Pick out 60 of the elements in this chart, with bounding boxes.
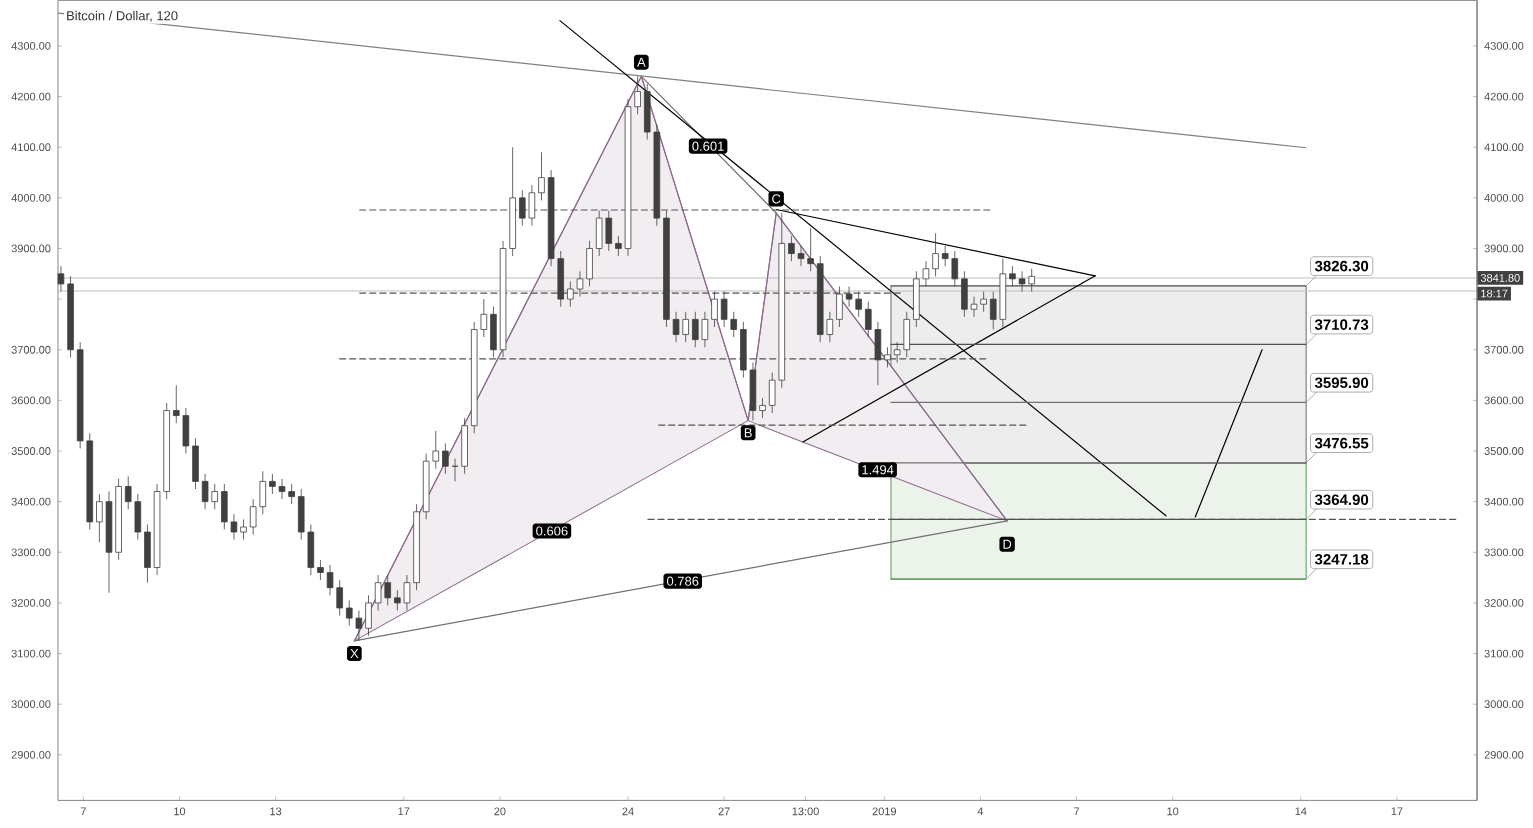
x-tick-label: 7	[1074, 807, 1080, 815]
y2-tick-label: 3700.00	[1484, 345, 1524, 354]
x-tick-label: 17	[1391, 807, 1403, 815]
x-tick-label: 13:00	[792, 807, 819, 816]
text: 18:17	[1481, 289, 1508, 298]
y2-tick-label: 3100.00	[1484, 649, 1524, 658]
x-tick-label: 24	[622, 807, 634, 815]
data-label: 3595.90	[1314, 377, 1369, 388]
annotation: B	[744, 428, 752, 438]
ref-line-label: 3841.80	[1480, 273, 1520, 282]
y-tick-label: 3000.00	[11, 700, 51, 708]
y2-tick-label: 3600.00	[1484, 396, 1524, 405]
y-tick-label: 3400.00	[11, 497, 51, 506]
annotation: 0.786	[666, 576, 699, 586]
x-tick-label: 17	[398, 807, 410, 815]
y-tick-label: 3300.00	[11, 548, 51, 556]
y-tick-label: 4200.00	[11, 92, 51, 101]
x-tick-label: 2019	[872, 807, 897, 816]
y2-tick-label: 3200.00	[1484, 598, 1524, 607]
y2-tick-label: 4100.00	[1484, 143, 1524, 151]
x-tick-label: 20	[494, 807, 506, 816]
y2-tick-label: 3400.00	[1484, 497, 1524, 506]
y-tick-label: 4000.00	[11, 193, 51, 202]
y-tick-label: 3900.00	[11, 244, 51, 253]
y-tick-label: 3200.00	[11, 598, 51, 607]
annotation: C	[772, 194, 781, 204]
annotation: 0.606	[536, 526, 568, 536]
y-tick-label: 3100.00	[11, 649, 51, 658]
annotation: A	[637, 57, 646, 67]
y2-tick-label: 3300.00	[1484, 548, 1524, 556]
x-tick-label: 13	[270, 807, 282, 816]
x-tick-label: 10	[174, 807, 186, 816]
x-tick-label: 4	[977, 807, 984, 815]
data-label: 3826.30	[1314, 260, 1369, 272]
y2-tick-label: 4200.00	[1484, 92, 1524, 101]
y2-tick-label: 4300.00	[1484, 41, 1524, 50]
x-tick-label: 10	[1167, 807, 1179, 816]
y2-tick-label: 3500.00	[1484, 446, 1524, 455]
text: Bitcoin / Dollar, 120	[67, 10, 178, 22]
y2-tick-label: 3000.00	[1484, 700, 1524, 708]
annotation: 0.601	[692, 141, 724, 151]
y-tick-label: 4100.00	[11, 143, 51, 151]
data-label: 3476.55	[1314, 437, 1369, 449]
annotation: X	[350, 648, 359, 658]
x-tick-label: 27	[718, 807, 730, 815]
annotation: 1.494	[862, 464, 894, 475]
data-label: 3710.73	[1314, 319, 1369, 330]
data-label: 3364.90	[1314, 494, 1369, 505]
annotation: D	[1003, 539, 1012, 549]
y-tick-label: 2900.00	[11, 750, 51, 759]
x-tick-label: 14	[1295, 807, 1307, 815]
y2-tick-label: 3900.00	[1484, 244, 1524, 253]
y-tick-label: 4300.00	[11, 41, 51, 50]
y2-tick-label: 4000.00	[1484, 193, 1524, 202]
data-label: 3247.18	[1314, 553, 1369, 565]
y-tick-label: 3700.00	[11, 345, 51, 354]
x-tick-label: 7	[80, 807, 86, 815]
y2-tick-label: 2900.00	[1484, 750, 1524, 759]
y-tick-label: 3500.00	[11, 446, 51, 455]
y-tick-label: 3600.00	[11, 396, 51, 405]
